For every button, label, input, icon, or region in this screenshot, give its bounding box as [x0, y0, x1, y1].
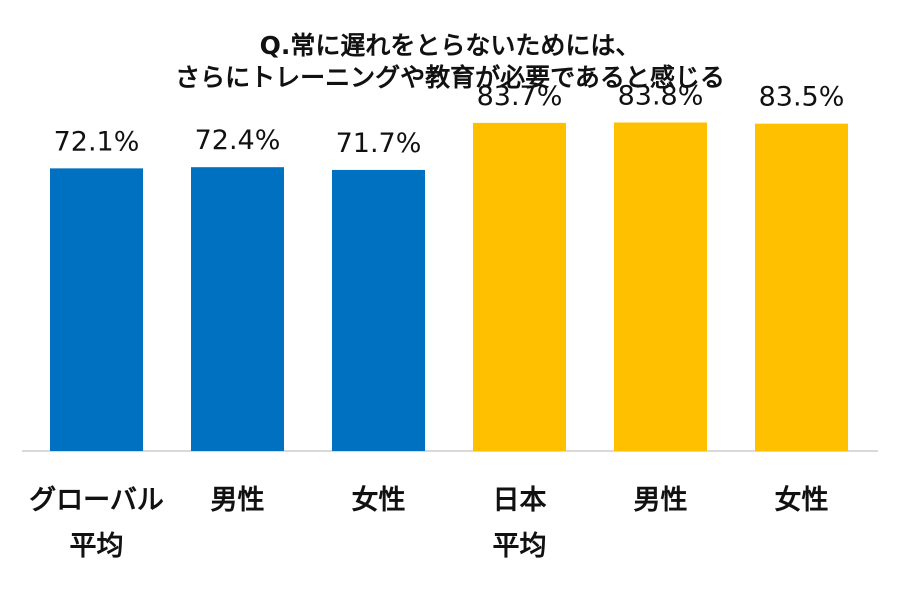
value-label-6: 83.5%	[759, 82, 845, 113]
bar-5	[614, 122, 707, 451]
value-label-1: 72.1%	[54, 126, 140, 157]
bar-1	[50, 168, 143, 452]
category-label-2: 男性	[210, 485, 265, 516]
category-label-5: 男性	[633, 485, 688, 516]
value-label-3: 71.7%	[336, 128, 422, 159]
bar-6	[755, 123, 848, 452]
category-label-1: グローバル 平均	[29, 485, 164, 562]
category-label-4: 日本 平均	[492, 485, 547, 562]
chart-title-line-2: さらにトレーニングや教育が必要であると感じる	[175, 63, 725, 92]
bar-4	[473, 122, 566, 452]
category-label-3: 女性	[351, 485, 406, 516]
value-label-5: 83.8%	[618, 81, 704, 112]
bar-3	[332, 169, 425, 451]
chart-title: Q.常に遅れをとらないためには、 さらにトレーニングや教育が必要であると感じる	[0, 30, 900, 94]
value-label-4: 83.7%	[477, 81, 563, 112]
category-label-6: 女性	[774, 485, 829, 516]
value-label-2: 72.4%	[195, 125, 281, 156]
bar-2	[191, 167, 284, 451]
chart-title-line-1: Q.常に遅れをとらないためには、	[259, 31, 641, 60]
